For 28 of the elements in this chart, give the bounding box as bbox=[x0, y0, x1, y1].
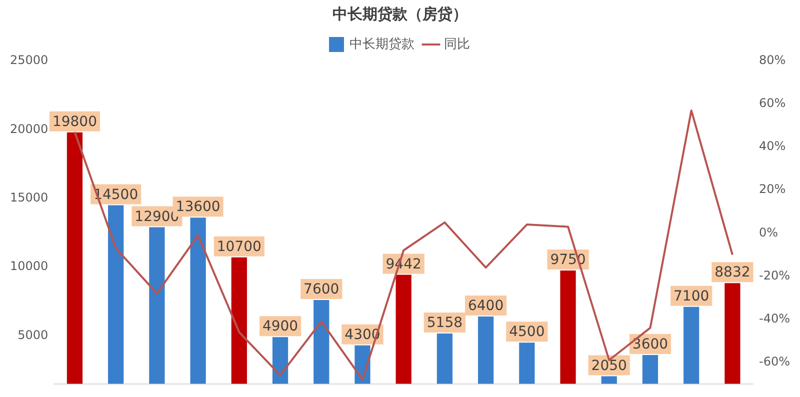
data-label: 10700 bbox=[216, 239, 262, 256]
y2-tick-label: 40% bbox=[759, 139, 786, 154]
data-label: 5158 bbox=[426, 315, 463, 332]
y2-tick-label: 80% bbox=[759, 53, 786, 68]
y2-tick-label: -40% bbox=[759, 311, 790, 326]
y-tick-label: 10000 bbox=[10, 259, 48, 274]
data-label: 3600 bbox=[632, 336, 668, 353]
legend-label: 中长期贷款 bbox=[350, 36, 414, 52]
y-tick-label: 5000 bbox=[18, 328, 48, 342]
y2-tick-label: 20% bbox=[759, 182, 786, 196]
data-label: 7100 bbox=[674, 288, 710, 305]
data-label: 4900 bbox=[262, 318, 298, 335]
y2-tick-label: -20% bbox=[759, 268, 790, 282]
chart-title: 中长期贷款（房贷） bbox=[332, 4, 468, 23]
data-label: 13600 bbox=[176, 199, 220, 216]
legend-label: 同比 bbox=[444, 36, 470, 52]
data-label: 7600 bbox=[304, 282, 340, 298]
data-label: 8832 bbox=[714, 264, 750, 281]
data-label: 6400 bbox=[468, 298, 504, 314]
data-label: 2050 bbox=[591, 358, 627, 374]
y2-tick-label: 0% bbox=[759, 225, 778, 240]
y-tick-label: 20000 bbox=[10, 122, 48, 136]
data-label: 19800 bbox=[52, 114, 97, 130]
data-label: 4500 bbox=[509, 324, 545, 340]
y-tick-label: 15000 bbox=[10, 190, 48, 204]
y2-tick-label: -60% bbox=[759, 354, 790, 368]
y2-tick-label: 60% bbox=[759, 96, 786, 110]
y-tick-label: 25000 bbox=[10, 53, 48, 68]
